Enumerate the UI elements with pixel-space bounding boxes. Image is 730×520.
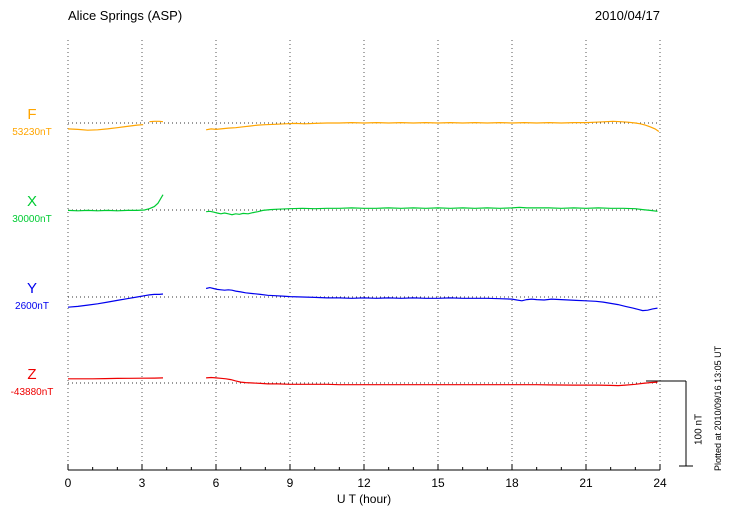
series-letter-Z: Z <box>27 366 37 383</box>
plotted-at-note: Plotted at 2010/09/16 13:05 UT <box>713 345 723 471</box>
series-baseline-value-Z: -43880nT <box>10 387 54 398</box>
station-title: Alice Springs (ASP) <box>68 8 183 23</box>
trace-Z <box>206 376 658 387</box>
x-tick-label: 18 <box>505 476 519 490</box>
trace-Z <box>68 377 164 380</box>
trace-F <box>67 124 144 131</box>
x-tick-label: 24 <box>653 476 667 490</box>
x-tick-label: 9 <box>286 476 294 490</box>
trace-F <box>205 120 660 132</box>
trace-Y <box>67 293 164 308</box>
trace-X <box>206 206 658 216</box>
date-label: 2010/04/17 <box>594 8 660 23</box>
series-baseline-value-Y: 2600nT <box>15 301 49 312</box>
series-letter-Y: Y <box>26 280 37 297</box>
series-baseline-value-X: 30000nT <box>12 214 52 225</box>
trace-X <box>67 194 164 212</box>
scale-bar-label: 100 nT <box>693 413 705 445</box>
x-tick-label: 0 <box>64 476 72 490</box>
series-letter-F: F <box>27 106 37 123</box>
x-tick-label: 21 <box>579 476 593 490</box>
series-letter-X: X <box>26 193 37 210</box>
x-tick-label: 6 <box>212 476 220 490</box>
trace-Y <box>205 286 658 312</box>
x-tick-label: 15 <box>431 476 445 490</box>
series-baseline-value-F: 53230nT <box>12 127 52 138</box>
x-tick-label: 12 <box>357 476 371 490</box>
x-axis-label: U T (hour) <box>336 492 392 506</box>
x-tick-label: 3 <box>138 476 146 490</box>
